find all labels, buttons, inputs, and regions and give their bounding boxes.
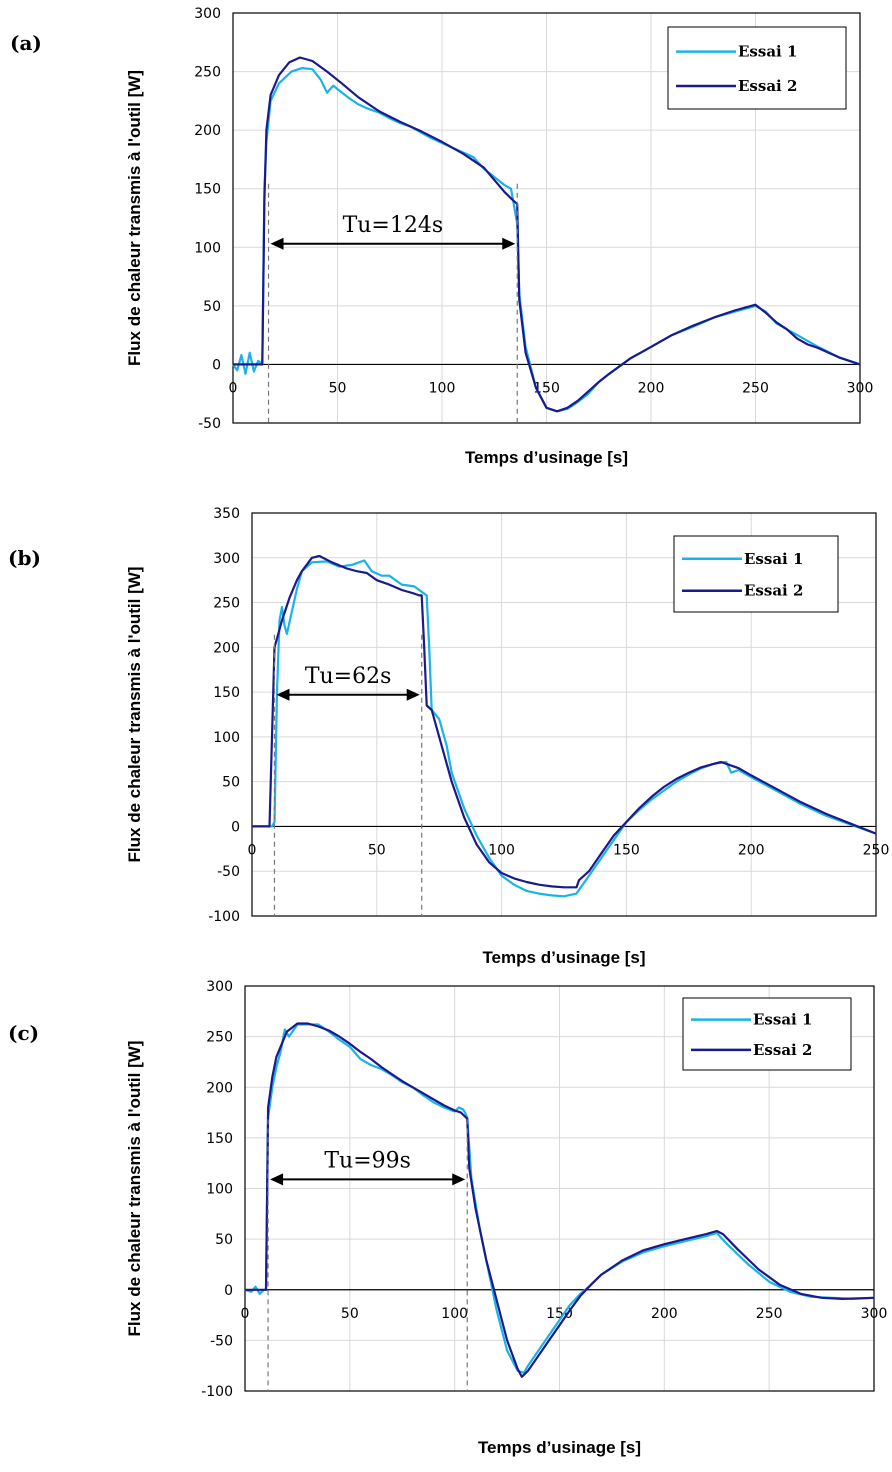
legend-box — [667, 26, 847, 110]
duration-label: Tu=124s — [343, 213, 444, 238]
x-tick-label: 200 — [638, 380, 665, 396]
chart-panel-1: -100 -50 0 50 100 150 200 250 300 350 0 50 100 150 200… — [8, 506, 889, 967]
x-tick-label: 250 — [863, 842, 890, 858]
x-tick-label: 100 — [488, 842, 515, 858]
y-tick-label: 100 — [206, 1182, 233, 1198]
x-tick-label: 50 — [368, 842, 386, 858]
y-tick-label: 0 — [231, 819, 240, 835]
legend-label-1: Essai 1 — [744, 550, 803, 568]
x-tick-label: 150 — [613, 842, 640, 858]
legend-label-2: Essai 2 — [753, 1041, 812, 1059]
duration-label: Tu=99s — [324, 1148, 411, 1173]
arrow-head-right — [406, 688, 420, 701]
y-tick-label: -100 — [201, 1384, 233, 1400]
y-tick-label: 300 — [213, 551, 240, 567]
y-tick-label: 150 — [206, 1131, 233, 1147]
y-tick-label: 100 — [213, 730, 240, 746]
x-tick-label: 200 — [651, 1306, 678, 1322]
y-tick-label: 100 — [194, 240, 221, 256]
duration-label: Tu=62s — [305, 664, 392, 689]
x-tick-label: 50 — [329, 380, 347, 396]
y-axis-title: Flux de chaleur transmis à l'outil [W] — [125, 1041, 144, 1337]
y-tick-label: 0 — [224, 1283, 233, 1299]
arrow-head-left — [276, 688, 290, 701]
y-axis-title: Flux de chaleur transmis à l'outil [W] — [125, 567, 144, 863]
x-tick-label: 200 — [738, 842, 765, 858]
series-line-2 — [245, 1022, 875, 1378]
y-tick-label: -50 — [217, 864, 240, 880]
arrow-head-left — [270, 237, 284, 250]
chart-panel-0: -50 0 50 100 150 200 250 300 0 50 100 150 200 250 300 T… — [10, 6, 873, 467]
arrow-head-left — [270, 1173, 284, 1186]
series-line-2 — [252, 554, 877, 889]
x-axis-title: Temps d’usinage [s] — [478, 1438, 641, 1457]
y-tick-label: 250 — [206, 1030, 233, 1046]
x-axis-title: Temps d’usinage [s] — [465, 448, 628, 467]
x-tick-label: 100 — [429, 380, 456, 396]
y-tick-label: -100 — [208, 909, 240, 925]
x-tick-label: 250 — [742, 380, 769, 396]
x-tick-label: 300 — [847, 380, 874, 396]
x-tick-label: 150 — [533, 380, 560, 396]
y-tick-label: 50 — [203, 299, 221, 315]
legend-label-2: Essai 2 — [738, 77, 797, 95]
y-tick-label: 150 — [213, 685, 240, 701]
y-tick-label: -50 — [210, 1333, 233, 1349]
y-tick-label: 350 — [213, 506, 240, 522]
arrow-head-right — [502, 237, 516, 250]
y-tick-label: 250 — [194, 65, 221, 81]
y-tick-label: 150 — [194, 182, 221, 198]
legend-box — [682, 997, 852, 1071]
y-tick-label: 0 — [212, 357, 221, 373]
plot-frame — [251, 512, 877, 917]
y-tick-label: 250 — [213, 596, 240, 612]
x-axis-title: Temps d’usinage [s] — [482, 948, 645, 967]
arrow-head-right — [452, 1173, 466, 1186]
panel-label: (c) — [8, 1021, 39, 1045]
y-tick-label: 300 — [194, 6, 221, 22]
legend-label-1: Essai 1 — [753, 1011, 812, 1029]
y-tick-label: 50 — [222, 775, 240, 791]
y-tick-label: 200 — [213, 640, 240, 656]
y-tick-label: 50 — [215, 1232, 233, 1248]
x-tick-label: 0 — [229, 380, 238, 396]
series-line-2 — [233, 56, 861, 413]
y-tick-label: -50 — [198, 416, 221, 432]
plot-frame — [244, 985, 875, 1392]
y-axis-title: Flux de chaleur transmis à l'outil [W] — [125, 70, 144, 366]
series-line-1 — [244, 1023, 875, 1374]
x-tick-label: 0 — [241, 1306, 250, 1322]
x-tick-label: 250 — [756, 1306, 783, 1322]
legend-label-2: Essai 2 — [744, 582, 803, 600]
panel-label: (a) — [10, 31, 42, 55]
plot-frame — [232, 12, 861, 424]
x-tick-label: 50 — [341, 1306, 359, 1322]
legend-label-1: Essai 1 — [738, 43, 797, 61]
panel-label: (b) — [8, 546, 41, 570]
x-tick-label: 0 — [248, 842, 257, 858]
legend-box — [673, 535, 839, 613]
x-tick-label: 300 — [861, 1306, 888, 1322]
x-tick-label: 100 — [441, 1306, 468, 1322]
y-tick-label: 200 — [206, 1080, 233, 1096]
y-tick-label: 200 — [194, 123, 221, 139]
y-tick-label: 300 — [206, 979, 233, 995]
